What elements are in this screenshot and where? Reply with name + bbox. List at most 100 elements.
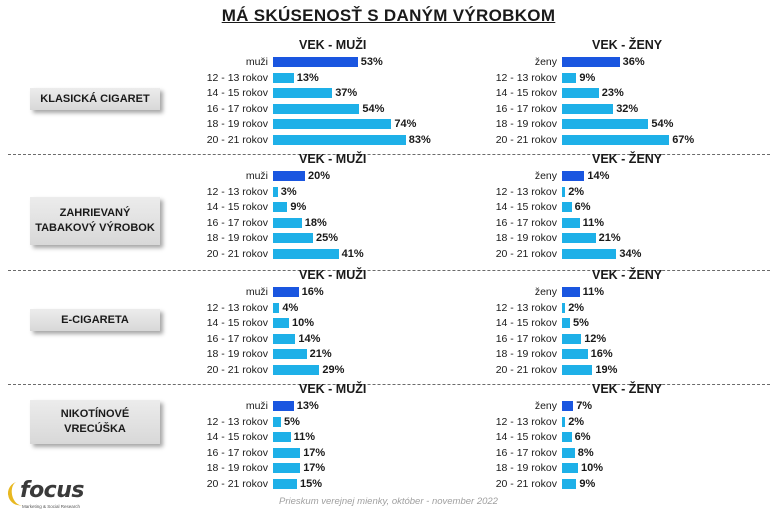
age-row: 20 - 21 rokov 67% [485, 133, 715, 147]
age-row: 12 - 13 rokov 4% [196, 301, 426, 315]
row-label: 16 - 17 rokov [495, 102, 557, 115]
row-label: ženy [534, 400, 557, 412]
row-label: 14 - 15 rokov [495, 317, 557, 329]
panel-women: VEK - ŽENY ženy 36% 12 - 13 rokov 9% 14 - 15 … [485, 38, 715, 148]
total-row: muži 20% [196, 169, 426, 183]
data-label: 6% [574, 201, 591, 213]
age-row: 18 - 19 rokov 74% [196, 117, 426, 131]
age-bar [562, 103, 614, 114]
data-label: 10% [581, 462, 604, 474]
age-bar [562, 248, 617, 259]
category-label-box: E-CIGARETA [30, 309, 160, 331]
row-label: 18 - 19 rokov [495, 462, 557, 474]
total-row: muži 13% [196, 399, 426, 413]
age-row: 18 - 19 rokov 16% [485, 347, 715, 361]
panel-women: VEK - ŽENY ženy 7% 12 - 13 rokov 2% 14 - 15 r… [485, 382, 715, 492]
row-label: 12 - 13 rokov [495, 185, 557, 198]
row-label: 14 - 15 rokov [495, 87, 557, 99]
total-bar [273, 57, 358, 67]
row-label: 16 - 17 rokov [206, 216, 268, 229]
data-label: 83% [408, 133, 431, 146]
age-bar [273, 217, 302, 228]
age-row: 16 - 17 rokov 18% [196, 216, 426, 230]
age-bar [273, 478, 297, 489]
age-row: 14 - 15 rokov 9% [196, 200, 426, 214]
age-row: 16 - 17 rokov 54% [196, 102, 426, 116]
data-label: 9% [579, 71, 596, 84]
age-bar [562, 217, 580, 228]
data-label: 2% [568, 185, 585, 198]
age-row: 20 - 21 rokov 41% [196, 247, 426, 261]
age-bar [562, 119, 649, 129]
data-label: 37% [335, 87, 358, 99]
row-label: 16 - 17 rokov [206, 102, 268, 115]
age-row: 16 - 17 rokov 32% [485, 102, 715, 116]
total-row: ženy 7% [485, 399, 715, 413]
data-label: 36% [622, 56, 645, 68]
age-bar [273, 88, 333, 98]
age-row: 14 - 15 rokov 23% [485, 86, 715, 100]
data-label: 13% [296, 400, 319, 412]
age-bar [562, 318, 570, 328]
age-row: 18 - 19 rokov 17% [196, 461, 426, 475]
age-bar [562, 364, 593, 375]
row-label: 12 - 13 rokov [495, 415, 557, 428]
row-label: 12 - 13 rokov [206, 71, 268, 84]
data-label: 20% [308, 170, 331, 182]
chart-title: MÁ SKÚSENOSŤ S DANÝM VÝROBKOM [221, 6, 556, 25]
data-label: 5% [284, 415, 300, 428]
row-label: 16 - 17 rokov [206, 332, 268, 345]
total-row: muži 53% [196, 55, 426, 69]
panel-women: VEK - ŽENY ženy 14% 12 - 13 rokov 2% 14 - 15 … [485, 152, 715, 262]
age-bar [562, 416, 566, 427]
data-label: 17% [303, 462, 326, 474]
row-label: 20 - 21 rokov [206, 477, 268, 490]
row-label: 18 - 19 rokov [206, 232, 268, 244]
age-row: 12 - 13 rokov 3% [196, 185, 426, 199]
data-label: 2% [568, 301, 585, 314]
data-label: 53% [360, 56, 383, 68]
age-row: 20 - 21 rokov 19% [485, 363, 715, 377]
data-label: 14% [587, 170, 610, 182]
age-row: 12 - 13 rokov 13% [196, 71, 426, 85]
panel-title: VEK - MUŽI [299, 268, 367, 282]
data-label: 41% [341, 247, 364, 260]
data-label: 16% [301, 286, 324, 298]
age-bar [273, 416, 281, 427]
row-label: 14 - 15 rokov [206, 317, 268, 329]
data-label: 3% [280, 185, 297, 198]
data-label: 15% [300, 477, 323, 490]
age-row: 20 - 21 rokov 83% [196, 133, 431, 147]
age-bar [562, 302, 566, 313]
row-label: muži [245, 286, 268, 298]
logo-subtitle: Marketing & Social Research [22, 504, 81, 509]
age-row: 14 - 15 rokov 6% [485, 430, 715, 444]
row-label: muži [245, 400, 268, 412]
data-label: 2% [568, 415, 585, 428]
age-bar [273, 432, 291, 442]
age-row: 16 - 17 rokov 12% [485, 332, 715, 346]
panel-men: VEK - MUŽI muži 53% 12 - 13 rokov 13% 14 - 15… [196, 38, 431, 148]
total-row: ženy 14% [485, 169, 715, 183]
age-row: 18 - 19 rokov 21% [196, 347, 426, 361]
age-bar [562, 463, 578, 473]
age-row: 12 - 13 rokov 2% [485, 185, 715, 199]
age-row: 18 - 19 rokov 10% [485, 461, 715, 475]
row-label: 18 - 19 rokov [495, 232, 557, 244]
total-bar [273, 171, 305, 181]
age-bar [562, 333, 582, 344]
data-label: 14% [298, 332, 321, 345]
data-label: 21% [309, 348, 332, 360]
data-label: 18% [304, 216, 327, 229]
row-label: 14 - 15 rokov [495, 201, 557, 213]
age-bar [273, 103, 360, 114]
total-bar [562, 171, 585, 181]
row-label: 18 - 19 rokov [206, 348, 268, 360]
category-label-box: ZAHRIEVANÝ TABAKOVÝ VÝROBOK [30, 197, 160, 245]
age-bar [562, 233, 596, 243]
age-bar [562, 72, 577, 83]
section-divider [8, 154, 770, 155]
age-bar [273, 119, 392, 129]
panel-title: VEK - ŽENY [592, 38, 663, 52]
age-row: 12 - 13 rokov 2% [485, 301, 715, 315]
